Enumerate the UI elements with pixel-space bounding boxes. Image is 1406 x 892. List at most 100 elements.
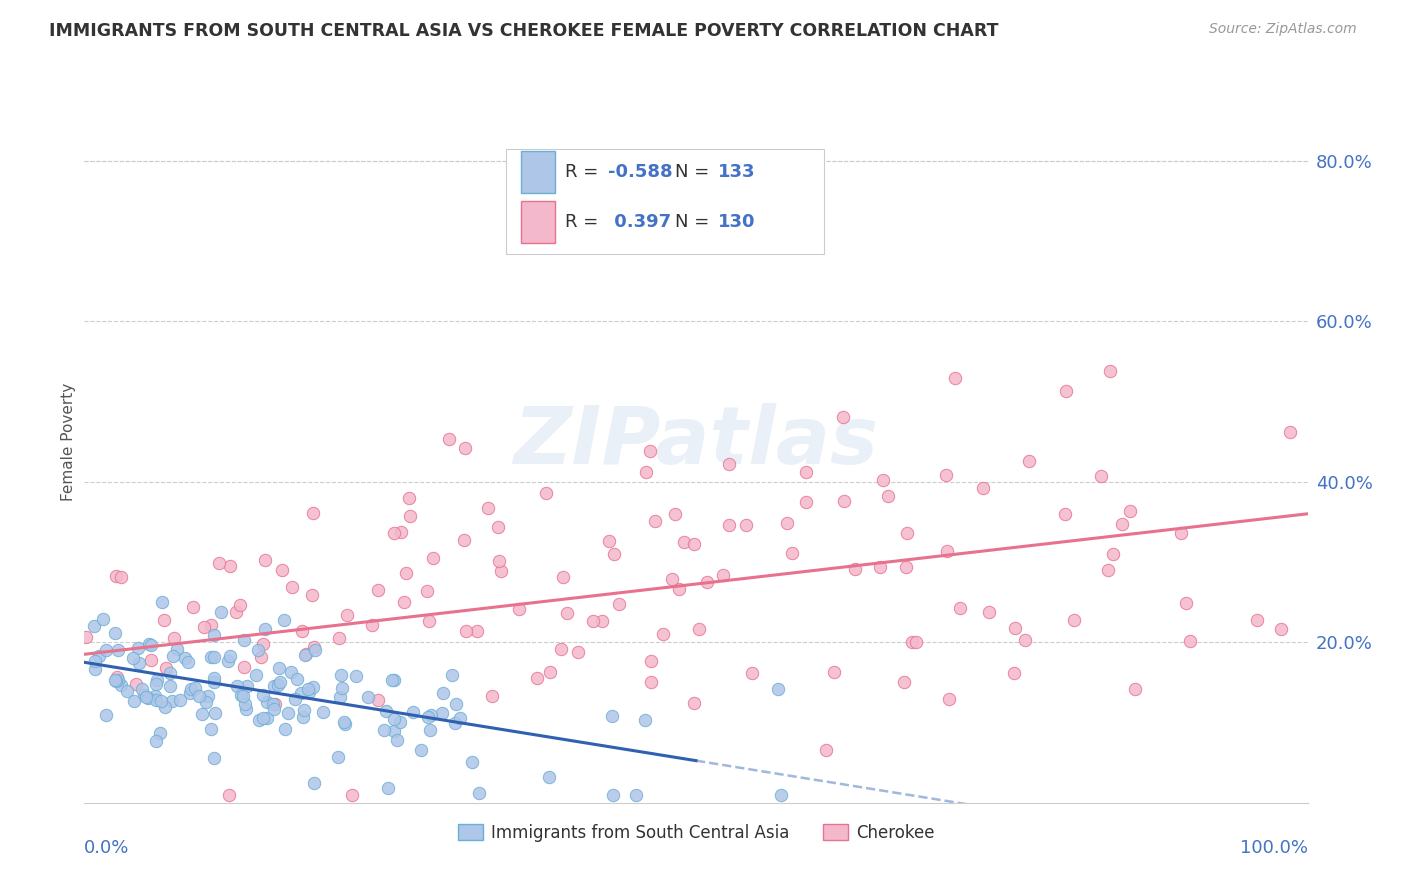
Point (163, 632, 186, 646)
Point (200, 722, 222, 736)
Point (1270, 623, 1292, 637)
Point (481, 689, 503, 703)
Point (150, 595, 173, 609)
Point (91, 612, 114, 626)
Point (294, 647, 316, 661)
Point (636, 465, 658, 479)
Point (252, 637, 274, 651)
Point (232, 689, 254, 703)
Point (264, 697, 287, 711)
Text: Source: ZipAtlas.com: Source: ZipAtlas.com (1209, 22, 1357, 37)
Point (367, 583, 389, 598)
Point (233, 698, 256, 712)
Point (284, 691, 307, 706)
Point (252, 688, 274, 702)
Point (634, 714, 657, 728)
Point (132, 689, 155, 703)
Point (330, 667, 353, 681)
Point (105, 674, 128, 689)
Point (344, 669, 367, 683)
Point (104, 673, 127, 687)
Point (399, 509, 422, 524)
Point (333, 715, 356, 730)
Point (869, 560, 891, 574)
Point (538, 665, 561, 680)
Point (271, 563, 294, 577)
Point (135, 690, 157, 705)
Point (398, 491, 420, 506)
Point (416, 710, 439, 724)
Point (776, 516, 799, 530)
Point (252, 711, 274, 725)
Point (128, 656, 150, 670)
Point (1111, 517, 1133, 532)
Point (1180, 633, 1202, 648)
Text: 130: 130 (718, 213, 755, 231)
Bar (522, 151, 555, 193)
Point (291, 624, 314, 639)
Point (138, 637, 160, 651)
Point (844, 562, 866, 576)
Point (488, 553, 510, 567)
Point (938, 692, 960, 706)
Point (193, 620, 215, 634)
Point (1246, 613, 1268, 627)
Point (377, 780, 399, 795)
Point (624, 788, 647, 802)
Point (145, 690, 167, 704)
Text: R =: R = (565, 163, 605, 181)
Point (302, 776, 325, 790)
Point (766, 681, 789, 696)
Point (190, 706, 212, 721)
Point (188, 689, 211, 703)
Point (401, 705, 423, 719)
Point (936, 544, 959, 558)
Point (194, 696, 217, 710)
Point (150, 694, 173, 708)
Text: 100.0%: 100.0% (1240, 838, 1308, 857)
Point (600, 709, 623, 723)
Point (375, 704, 398, 718)
Point (107, 673, 129, 687)
Point (173, 651, 195, 665)
Point (385, 733, 408, 747)
Point (141, 638, 163, 652)
Point (416, 584, 439, 599)
Point (419, 707, 441, 722)
Point (661, 572, 683, 586)
Point (1054, 384, 1077, 398)
Point (904, 634, 927, 648)
Point (1002, 666, 1025, 681)
Point (145, 734, 167, 748)
Point (219, 558, 242, 573)
Point (202, 650, 225, 665)
Point (83, 655, 105, 669)
Point (273, 723, 295, 737)
Point (949, 601, 972, 615)
Point (139, 653, 162, 667)
Point (901, 634, 924, 648)
Point (823, 665, 845, 680)
Point (294, 648, 316, 662)
Point (872, 473, 894, 487)
Point (110, 678, 132, 692)
Point (302, 680, 325, 694)
Point (444, 716, 467, 731)
Point (814, 742, 837, 756)
Point (231, 688, 253, 702)
Point (329, 690, 352, 704)
Point (1090, 469, 1112, 483)
Point (290, 686, 312, 700)
Point (373, 723, 395, 737)
Point (235, 701, 257, 715)
Point (526, 672, 548, 686)
Point (602, 788, 624, 802)
Point (893, 675, 915, 690)
Point (335, 717, 357, 731)
Point (218, 649, 240, 664)
Point (115, 684, 138, 698)
Text: N =: N = (675, 163, 716, 181)
Point (432, 686, 454, 700)
Point (567, 645, 589, 659)
Point (536, 485, 558, 500)
